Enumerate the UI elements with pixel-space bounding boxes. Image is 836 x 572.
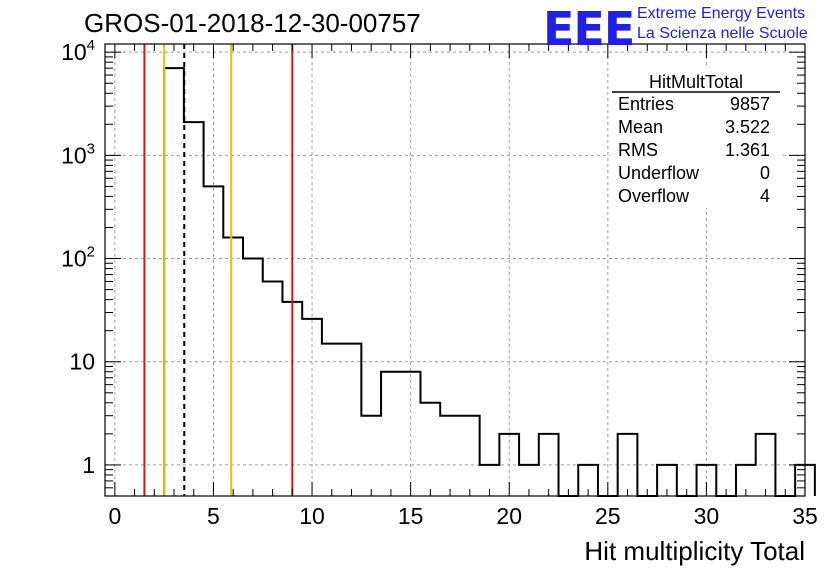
x-tick-label: 20 [496,503,522,529]
stats-label: Mean [618,117,663,137]
histogram-bar [381,372,401,496]
histogram-bar [164,68,184,496]
stats-value: 3.522 [725,117,770,137]
histogram-bar [263,281,283,496]
histogram-bar [420,403,440,496]
x-tick-label: 35 [792,503,818,529]
histogram-bar [223,237,243,496]
stats-label: RMS [618,140,658,160]
logo-line-2: La Scienza nelle Scuole [637,25,808,42]
stats-value: 4 [760,186,770,206]
y-tick-label: 104 [61,37,95,65]
eee-logo-caption: Extreme Energy Events La Scienza nelle S… [637,4,808,44]
x-tick-label: 30 [694,503,720,529]
stats-title: HitMultTotal [649,72,743,92]
stats-value: 1.361 [725,140,770,160]
x-tick-label: 25 [595,503,621,529]
stats-label: Underflow [618,163,700,183]
histogram-bar [460,416,480,496]
histogram-bar [322,344,342,496]
histogram-outline [163,67,816,497]
x-tick-label: 0 [108,503,121,529]
y-tick-label: 10 [69,349,95,375]
y-tick-label: 1 [82,452,95,478]
plot-frame [104,43,806,497]
histogram-bar [342,344,362,496]
y-tick-label: 103 [61,140,95,168]
eee-logo: EEE [543,2,635,56]
stats-label: Overflow [618,186,690,206]
histogram-bar [361,416,381,496]
histogram-bar [243,259,263,496]
logo-line-1: Extreme Energy Events [637,5,806,22]
y-tick-label: 102 [61,244,95,272]
histogram-bar [184,122,204,496]
stats-label: Entries [618,94,674,114]
x-axis-label: Hit multiplicity Total [584,536,805,566]
stats-value: 0 [760,163,770,183]
page-title: GROS-01-2018-12-30-00757 [84,8,421,38]
x-tick-label: 5 [207,503,220,529]
stats-value: 9857 [730,94,770,114]
x-tick-label: 10 [299,503,325,529]
x-tick-label: 15 [398,503,424,529]
histogram-bar [440,416,460,496]
